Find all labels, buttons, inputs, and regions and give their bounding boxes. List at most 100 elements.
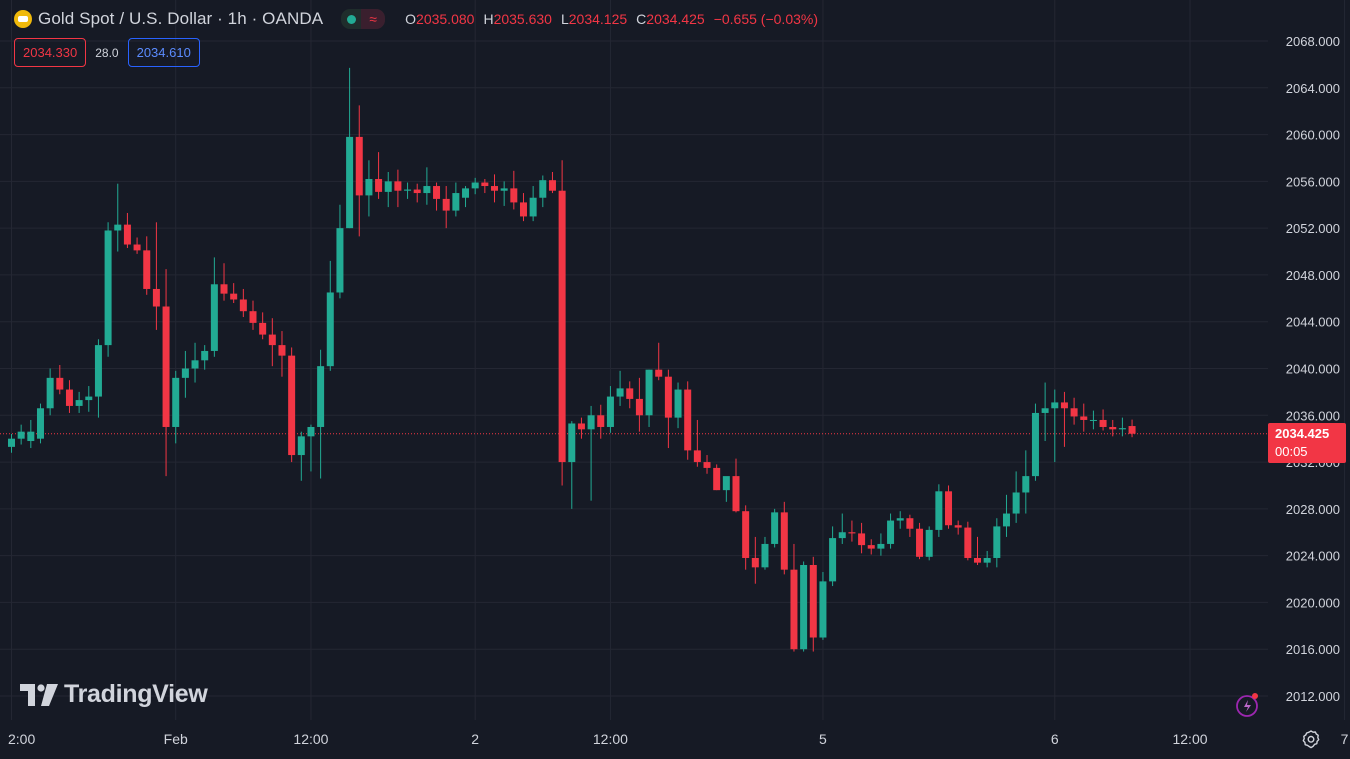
candle bbox=[539, 175, 547, 208]
candle bbox=[1051, 389, 1059, 463]
candle bbox=[8, 434, 15, 453]
candle-body bbox=[210, 284, 218, 351]
candle bbox=[1080, 403, 1088, 432]
candle bbox=[935, 484, 943, 537]
price-tick-label: 2020.000 bbox=[1286, 595, 1340, 610]
candle-body bbox=[655, 369, 663, 377]
market-open-dot-icon bbox=[341, 9, 361, 29]
price-tick-label: 2060.000 bbox=[1286, 128, 1340, 143]
last-price-label: 2034.425 00:05 bbox=[1268, 423, 1346, 463]
candle bbox=[384, 172, 392, 208]
candle-body bbox=[587, 415, 595, 430]
candle bbox=[220, 263, 228, 301]
candle bbox=[288, 347, 296, 463]
candle bbox=[519, 193, 527, 222]
candle bbox=[626, 381, 634, 409]
tradingview-mark-icon bbox=[20, 683, 58, 706]
candle-body bbox=[732, 476, 740, 512]
candle bbox=[819, 572, 827, 640]
candle bbox=[800, 561, 808, 652]
candle bbox=[46, 368, 54, 416]
settings-gear-icon[interactable] bbox=[1301, 729, 1321, 749]
candle-body bbox=[568, 423, 576, 463]
candle-body bbox=[848, 532, 856, 534]
candle-body bbox=[935, 491, 943, 530]
price-tick-label: 2036.000 bbox=[1286, 408, 1340, 423]
candle bbox=[848, 520, 856, 542]
candle-body bbox=[606, 396, 614, 427]
candle bbox=[1099, 409, 1107, 431]
candles bbox=[8, 67, 1136, 652]
candle-body bbox=[693, 450, 701, 463]
candle-body bbox=[94, 345, 102, 397]
candle bbox=[297, 431, 305, 481]
candle bbox=[104, 222, 112, 357]
candle-body bbox=[829, 538, 837, 582]
candle-body bbox=[433, 186, 441, 199]
sell-button[interactable]: 2034.330 bbox=[14, 38, 87, 67]
candle bbox=[606, 386, 614, 433]
candle bbox=[500, 181, 508, 206]
candle bbox=[674, 382, 682, 429]
price-tick-label: 2028.000 bbox=[1286, 502, 1340, 517]
candle bbox=[1031, 403, 1039, 481]
buy-button[interactable]: 2034.610 bbox=[127, 38, 200, 67]
candle bbox=[906, 514, 914, 537]
candle bbox=[133, 237, 141, 254]
candle-body bbox=[1099, 419, 1107, 427]
time-axis: 2:00 Feb 12:00 2 12:00 5 6 12:00 7 bbox=[8, 731, 1349, 747]
candle-body bbox=[336, 228, 344, 293]
candle-body bbox=[819, 581, 827, 638]
market-status-pill[interactable]: ≈ bbox=[341, 9, 386, 29]
candle bbox=[1060, 391, 1068, 447]
candle-body bbox=[548, 180, 556, 191]
candle-body bbox=[307, 426, 315, 437]
candle-body bbox=[809, 565, 817, 638]
candle bbox=[790, 543, 798, 652]
candle-body bbox=[887, 520, 895, 544]
time-tick-label: Feb bbox=[164, 731, 188, 747]
candle bbox=[1002, 494, 1010, 537]
candle-body bbox=[790, 569, 798, 650]
candle-body bbox=[751, 557, 759, 568]
candle bbox=[655, 342, 663, 381]
candle-body bbox=[375, 179, 383, 192]
candle bbox=[404, 182, 412, 199]
candle bbox=[181, 350, 189, 398]
candle-body bbox=[780, 512, 788, 570]
change-value: −0.655 (−0.03%) bbox=[713, 11, 818, 27]
candle bbox=[867, 539, 875, 555]
candle-body bbox=[674, 389, 682, 418]
candle bbox=[877, 533, 885, 556]
candle-body bbox=[983, 557, 991, 563]
bar-countdown: 00:05 bbox=[1275, 444, 1308, 459]
gold-coin-icon bbox=[14, 10, 32, 28]
price-tick-label: 2016.000 bbox=[1286, 642, 1340, 657]
candle-body bbox=[742, 511, 750, 558]
tradingview-logo[interactable]: TradingView bbox=[20, 680, 208, 709]
candle-body bbox=[616, 388, 624, 397]
candle-body bbox=[539, 180, 547, 198]
candle-body bbox=[800, 565, 808, 650]
time-tick-label: 7 bbox=[1341, 731, 1349, 747]
symbol-title[interactable]: Gold Spot / U.S. Dollar · 1h · OANDA bbox=[38, 9, 324, 28]
candle-body bbox=[317, 366, 325, 427]
lightning-icon[interactable] bbox=[1235, 692, 1261, 718]
candle-body bbox=[1012, 492, 1020, 514]
last-price-value: 2034.425 bbox=[1275, 426, 1330, 441]
candle-body bbox=[771, 512, 779, 544]
candle bbox=[742, 505, 750, 570]
candle-body bbox=[510, 188, 518, 203]
candle-body bbox=[916, 528, 924, 557]
candle-body bbox=[858, 533, 866, 546]
candle bbox=[964, 521, 972, 561]
candle bbox=[771, 508, 779, 548]
candle bbox=[916, 522, 924, 560]
candle bbox=[17, 424, 25, 445]
candle bbox=[829, 526, 837, 587]
candle-body bbox=[761, 543, 769, 568]
candle-body bbox=[278, 345, 286, 356]
time-tick-label: 12:00 bbox=[1172, 731, 1207, 747]
candle bbox=[597, 404, 605, 439]
